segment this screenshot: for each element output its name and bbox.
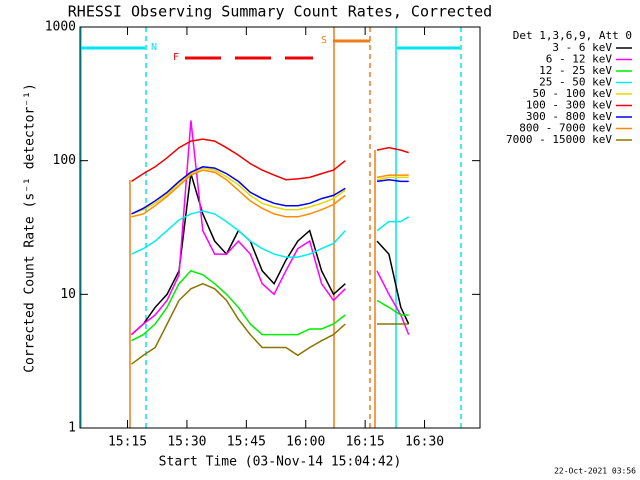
legend-label: 300 - 800 keV <box>526 110 612 123</box>
legend-label: 3 - 6 keV <box>552 41 612 54</box>
series-line <box>131 269 409 342</box>
x-tick-label: 16:00 <box>286 435 325 450</box>
series-line <box>131 120 410 336</box>
y-tick-label: 1000 <box>45 20 76 35</box>
legend-label: 12 - 25 keV <box>539 64 612 77</box>
y-tick-label: 1 <box>68 421 76 436</box>
x-tick-label: 16:30 <box>405 435 444 450</box>
footer: 22-Oct-2021 03:56 <box>554 467 636 476</box>
x-tick-label: 15:15 <box>108 435 147 450</box>
legend-label: 25 - 50 keV <box>539 76 612 89</box>
x-tick-label: 16:15 <box>346 435 385 450</box>
legend-label: 7000 - 15000 keV <box>506 133 612 146</box>
legend-label: 50 - 100 keV <box>533 87 613 100</box>
legend-label: 6 - 12 keV <box>546 53 613 66</box>
series-line <box>131 167 409 215</box>
series-line <box>131 166 409 215</box>
annotation: S <box>321 35 327 46</box>
legend-label: 100 - 300 keV <box>526 99 612 112</box>
series-line <box>131 169 409 218</box>
x-tick-label: 15:30 <box>167 435 206 450</box>
chart-title: RHESSI Observing Summary Count Rates, Co… <box>68 3 492 21</box>
series-line <box>131 138 409 183</box>
y-tick-label: 10 <box>60 287 76 302</box>
annotation: N <box>151 42 157 53</box>
y-tick-label: 100 <box>53 153 76 168</box>
legend-title: Det 1,3,6,9, Att 0 <box>513 29 632 42</box>
x-tick-label: 15:45 <box>227 435 266 450</box>
series-line <box>131 282 409 365</box>
y-axis-label: Corrected Count Rate (s⁻¹ detector⁻¹) <box>23 83 38 373</box>
x-axis-label: Start Time (03-Nov-14 15:04:42) <box>159 455 402 470</box>
annotation: F <box>173 52 179 63</box>
series-line <box>131 210 410 258</box>
legend-label: 800 - 7000 keV <box>519 122 612 135</box>
markers <box>80 27 462 428</box>
plot-frame <box>79 26 481 429</box>
